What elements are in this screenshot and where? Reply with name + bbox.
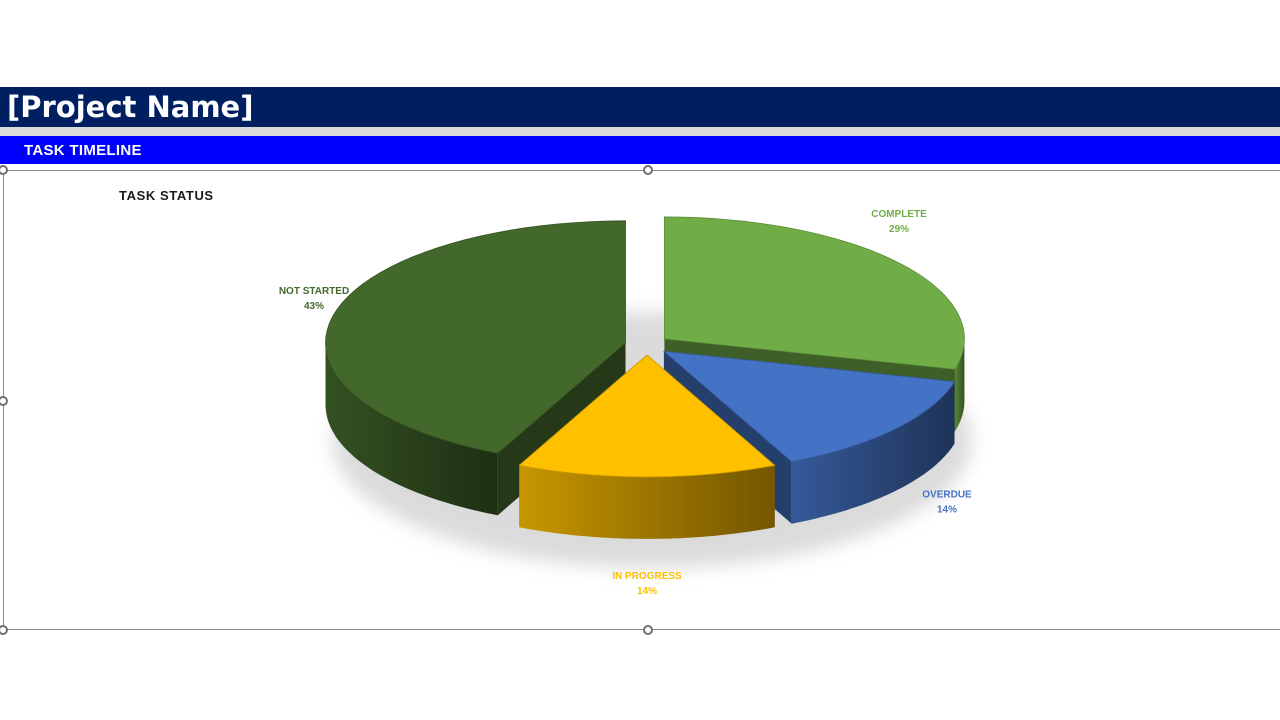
resize-handle-bottom-left[interactable] <box>0 625 8 635</box>
pie-labels: COMPLETE 29% OVERDUE 14% IN PROGRESS 14% NOT S… <box>279 209 972 597</box>
section-header-bar: TASK TIMELINE <box>0 136 1280 164</box>
data-value-complete: 29% <box>889 224 909 235</box>
resize-handle-bottom-center[interactable] <box>643 625 653 635</box>
resize-handle-top-center[interactable] <box>643 165 653 175</box>
pie-side-overdue <box>791 381 955 524</box>
data-label-complete: COMPLETE <box>871 209 927 220</box>
project-name: [Project Name] <box>7 90 254 124</box>
resize-handle-middle-left[interactable] <box>0 396 8 406</box>
pie-side-complete <box>955 338 965 432</box>
pie-side-not-started <box>325 342 498 516</box>
resize-handle-top-left[interactable] <box>0 165 8 175</box>
pie-slice-in-progress <box>518 354 776 478</box>
data-label-not-started: NOT STARTED <box>279 286 349 297</box>
header-divider <box>0 127 1280 136</box>
pie-side-in-progress <box>519 465 775 539</box>
pie-slice-complete <box>663 216 965 370</box>
data-value-in-progress: 14% <box>637 586 657 597</box>
project-title-bar: [Project Name] <box>0 87 1280 127</box>
chart-title: TASK STATUS <box>119 188 214 203</box>
section-title: TASK TIMELINE <box>24 142 142 159</box>
pie-slice-not-started <box>325 220 626 455</box>
pie-slice-overdue <box>662 350 956 463</box>
data-label-in-progress: IN PROGRESS <box>612 571 682 582</box>
data-value-not-started: 43% <box>304 301 324 312</box>
data-label-overdue: OVERDUE <box>922 490 972 501</box>
pie-tops <box>325 216 965 478</box>
data-value-overdue: 14% <box>937 505 957 516</box>
